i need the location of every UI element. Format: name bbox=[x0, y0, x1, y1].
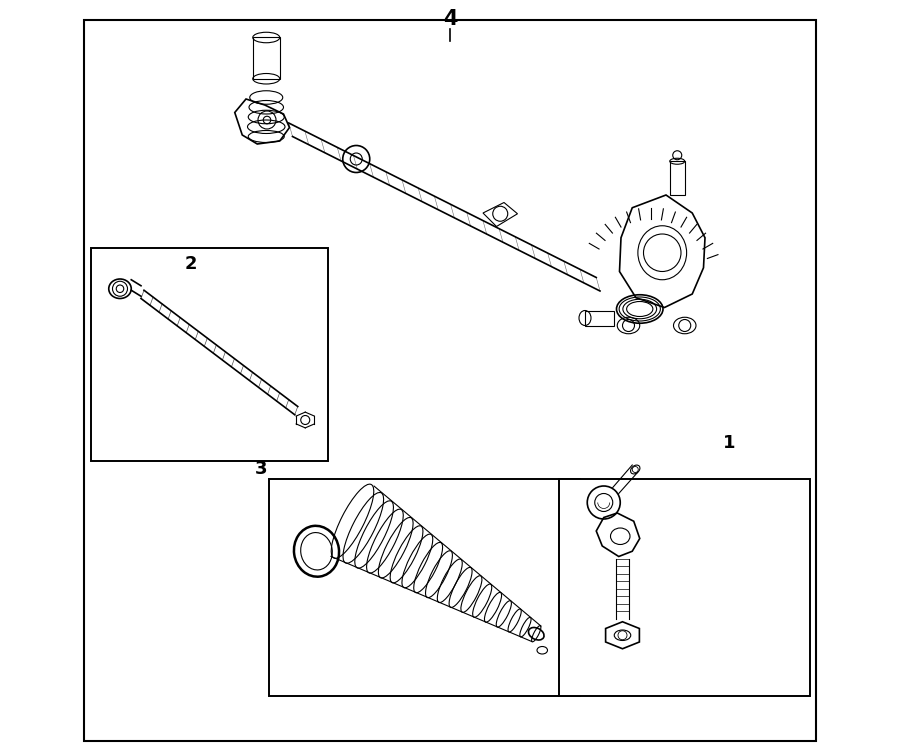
Bar bbox=[670, 161, 685, 195]
Bar bbox=[92, 248, 328, 461]
Text: 2: 2 bbox=[185, 255, 197, 273]
Bar bbox=[585, 310, 614, 326]
Bar bbox=[268, 478, 580, 696]
Bar bbox=[559, 478, 810, 696]
Text: 1: 1 bbox=[723, 433, 735, 451]
Text: 3: 3 bbox=[255, 460, 267, 478]
Text: 4: 4 bbox=[443, 9, 457, 28]
Bar bbox=[253, 38, 280, 79]
